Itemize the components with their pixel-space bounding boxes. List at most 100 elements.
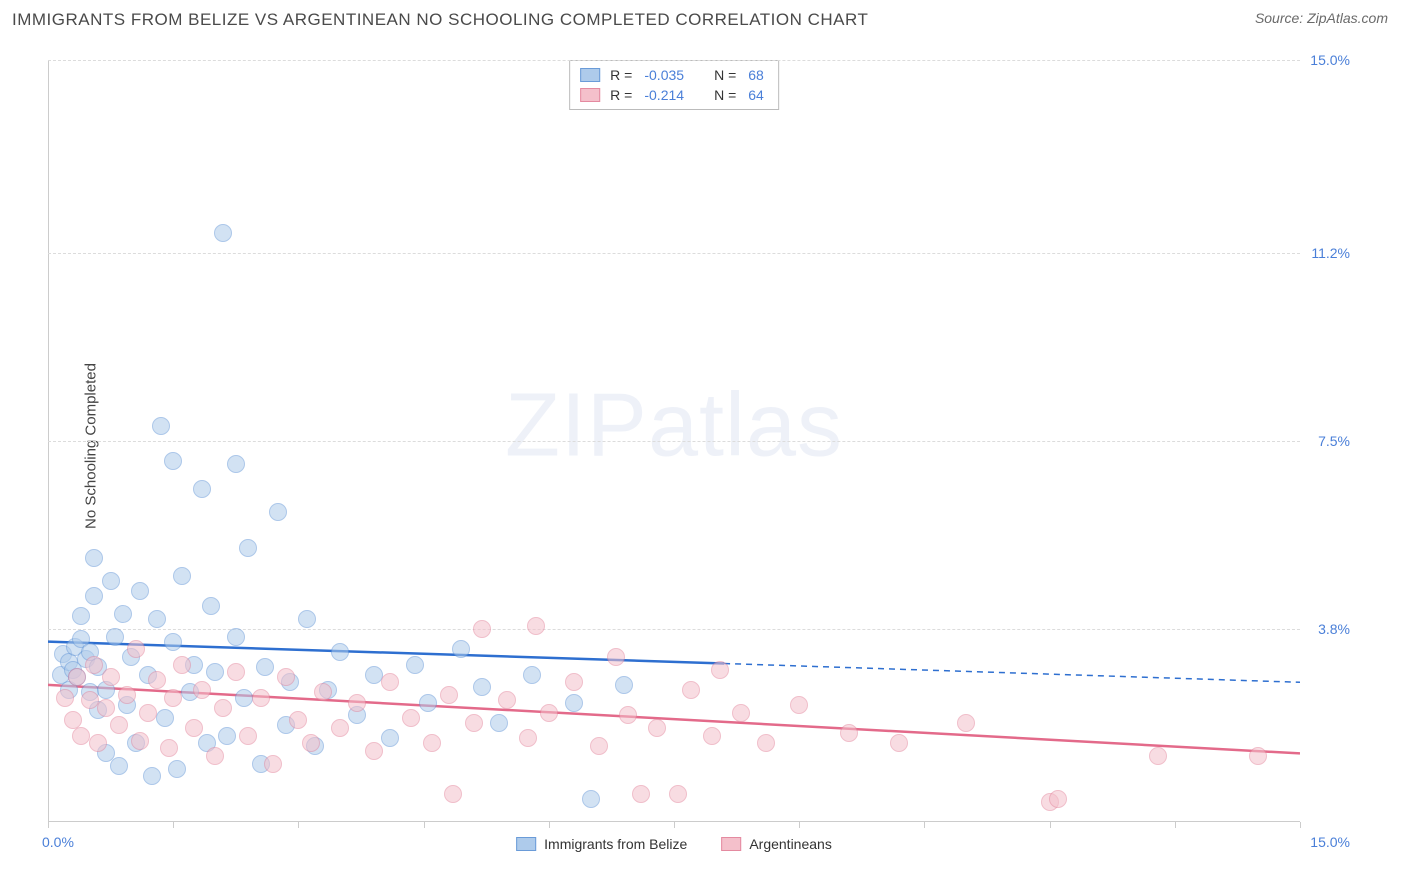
scatter-point-belize <box>218 727 236 745</box>
x-tick-mark <box>1300 822 1301 828</box>
scatter-point-belize <box>365 666 383 684</box>
scatter-point-belize <box>381 729 399 747</box>
x-tick-mark <box>1175 822 1176 828</box>
scatter-point-argentina <box>381 673 399 691</box>
scatter-point-argentina <box>498 691 516 709</box>
scatter-point-belize <box>131 582 149 600</box>
scatter-point-argentina <box>348 694 366 712</box>
scatter-point-belize <box>615 676 633 694</box>
scatter-point-argentina <box>110 716 128 734</box>
scatter-point-argentina <box>1049 790 1067 808</box>
scatter-point-argentina <box>682 681 700 699</box>
scatter-point-belize <box>206 663 224 681</box>
gridline <box>48 441 1300 442</box>
scatter-point-argentina <box>365 742 383 760</box>
y-tick-label: 7.5% <box>1318 433 1350 449</box>
scatter-point-argentina <box>331 719 349 737</box>
scatter-point-argentina <box>402 709 420 727</box>
y-tick-label: 15.0% <box>1310 52 1350 68</box>
r-label: R = <box>610 87 632 103</box>
y-tick-label: 3.8% <box>1318 621 1350 637</box>
n-value-argentina: 64 <box>748 87 764 103</box>
watermark: ZIPatlas <box>505 374 843 477</box>
scatter-point-argentina <box>565 673 583 691</box>
scatter-point-argentina <box>519 729 537 747</box>
scatter-point-argentina <box>314 683 332 701</box>
x-tick-mark <box>549 822 550 828</box>
scatter-point-belize <box>152 417 170 435</box>
scatter-point-belize <box>72 607 90 625</box>
scatter-point-belize <box>114 605 132 623</box>
x-tick-mark <box>48 822 49 828</box>
scatter-point-argentina <box>68 668 86 686</box>
scatter-point-argentina <box>185 719 203 737</box>
x-tick-mark <box>924 822 925 828</box>
scatter-point-belize <box>406 656 424 674</box>
scatter-point-argentina <box>131 732 149 750</box>
scatter-point-argentina <box>423 734 441 752</box>
scatter-point-argentina <box>732 704 750 722</box>
watermark-atlas: atlas <box>648 375 843 475</box>
scatter-point-belize <box>168 760 186 778</box>
scatter-point-belize <box>256 658 274 676</box>
swatch-icon <box>580 68 600 82</box>
chart-title: IMMIGRANTS FROM BELIZE VS ARGENTINEAN NO… <box>12 10 868 30</box>
scatter-point-argentina <box>239 727 257 745</box>
scatter-point-argentina <box>540 704 558 722</box>
swatch-icon <box>516 837 536 851</box>
swatch-icon <box>580 88 600 102</box>
scatter-point-belize <box>582 790 600 808</box>
legend-label-argentina: Argentineans <box>749 836 832 852</box>
scatter-point-argentina <box>214 699 232 717</box>
scatter-point-argentina <box>56 689 74 707</box>
scatter-point-argentina <box>81 691 99 709</box>
r-value-belize: -0.035 <box>644 67 684 83</box>
legend-item-argentina: Argentineans <box>721 836 832 852</box>
scatter-point-argentina <box>164 689 182 707</box>
scatter-point-argentina <box>1149 747 1167 765</box>
scatter-point-argentina <box>102 668 120 686</box>
scatter-point-argentina <box>711 661 729 679</box>
watermark-zip: ZIP <box>505 375 648 475</box>
n-label: N = <box>714 87 736 103</box>
scatter-point-argentina <box>703 727 721 745</box>
scatter-point-argentina <box>527 617 545 635</box>
scatter-point-argentina <box>118 686 136 704</box>
scatter-point-argentina <box>206 747 224 765</box>
n-value-belize: 68 <box>748 67 764 83</box>
x-tick-mark <box>424 822 425 828</box>
gridline <box>48 253 1300 254</box>
scatter-point-argentina <box>193 681 211 699</box>
scatter-point-belize <box>143 767 161 785</box>
scatter-point-argentina <box>148 671 166 689</box>
correlation-legend: R = -0.035 N = 68 R = -0.214 N = 64 <box>569 60 779 110</box>
scatter-point-belize <box>239 539 257 557</box>
scatter-point-belize <box>173 567 191 585</box>
scatter-point-argentina <box>590 737 608 755</box>
scatter-point-argentina <box>302 734 320 752</box>
scatter-point-argentina <box>160 739 178 757</box>
scatter-point-belize <box>473 678 491 696</box>
x-tick-mark <box>173 822 174 828</box>
scatter-point-belize <box>331 643 349 661</box>
scatter-point-belize <box>227 455 245 473</box>
scatter-point-belize <box>298 610 316 628</box>
gridline <box>48 60 1300 61</box>
scatter-point-argentina <box>252 689 270 707</box>
scatter-chart: ZIPatlas R = -0.035 N = 68 R = -0.214 N … <box>48 60 1300 822</box>
scatter-point-belize <box>148 610 166 628</box>
scatter-point-argentina <box>957 714 975 732</box>
scatter-point-argentina <box>127 640 145 658</box>
scatter-point-argentina <box>173 656 191 674</box>
scatter-point-belize <box>565 694 583 712</box>
scatter-point-argentina <box>757 734 775 752</box>
scatter-point-argentina <box>264 755 282 773</box>
scatter-point-argentina <box>632 785 650 803</box>
r-value-argentina: -0.214 <box>644 87 684 103</box>
scatter-point-belize <box>110 757 128 775</box>
r-label: R = <box>610 67 632 83</box>
y-tick-label: 11.2% <box>1311 245 1350 261</box>
scatter-point-argentina <box>790 696 808 714</box>
scatter-point-belize <box>419 694 437 712</box>
scatter-point-belize <box>164 452 182 470</box>
